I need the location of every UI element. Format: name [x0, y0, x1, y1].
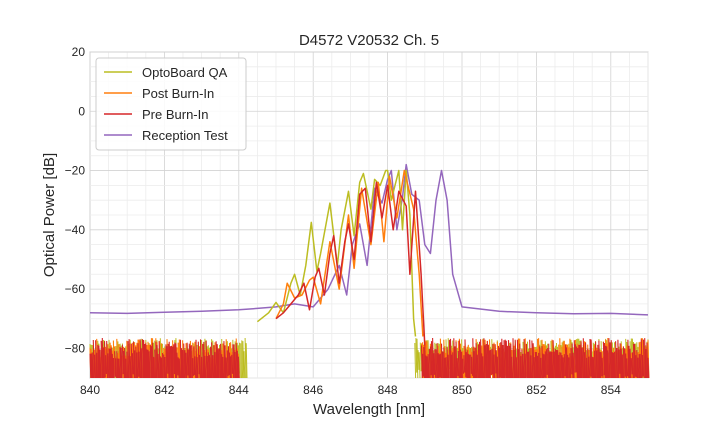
y-tick-label: 20: [72, 45, 86, 59]
y-tick-label: −80: [65, 341, 86, 355]
legend-label-optoboard-qa: OptoBoard QA: [142, 65, 228, 80]
legend-box: [95, 57, 247, 151]
x-tick-label: 846: [303, 383, 323, 397]
y-tick-label: −40: [65, 223, 86, 237]
x-tick-label: 850: [452, 383, 472, 397]
series-layer: [89, 163, 649, 346]
y-tick-label: −60: [65, 282, 86, 296]
series-line-optoboard-qa: [256, 169, 417, 337]
legend: OptoBoard QA Post Burn-In Pre Burn-In Re…: [95, 57, 247, 151]
x-axis-label: Wavelength [nm]: [313, 401, 425, 418]
y-tick-labels: 20 0 −20 −40 −60 −80: [65, 45, 86, 355]
noise-floor-layer: [89, 337, 650, 379]
x-tick-label: 854: [601, 383, 621, 397]
legend-label-pre-burn-in: Pre Burn-In: [142, 107, 208, 122]
x-tick-labels: 840 842 844 846 848 850 852 854: [80, 383, 621, 397]
y-tick-label: −20: [65, 164, 86, 178]
noise-floor-pre-burn-in: [89, 337, 650, 379]
x-tick-label: 848: [378, 383, 398, 397]
y-axis-label: Optical Power [dB]: [41, 153, 58, 277]
y-tick-label: 0: [78, 104, 85, 118]
x-tick-label: 842: [154, 383, 174, 397]
legend-label-post-burn-in: Post Burn-In: [142, 86, 214, 101]
x-tick-label: 840: [80, 383, 100, 397]
x-tick-label: 844: [229, 383, 249, 397]
chart-title: D4572 V20532 Ch. 5: [299, 32, 439, 49]
series-line-pre-burn-in: [275, 181, 426, 346]
legend-label-reception-test: Reception Test: [142, 128, 228, 143]
x-tick-label: 852: [526, 383, 546, 397]
